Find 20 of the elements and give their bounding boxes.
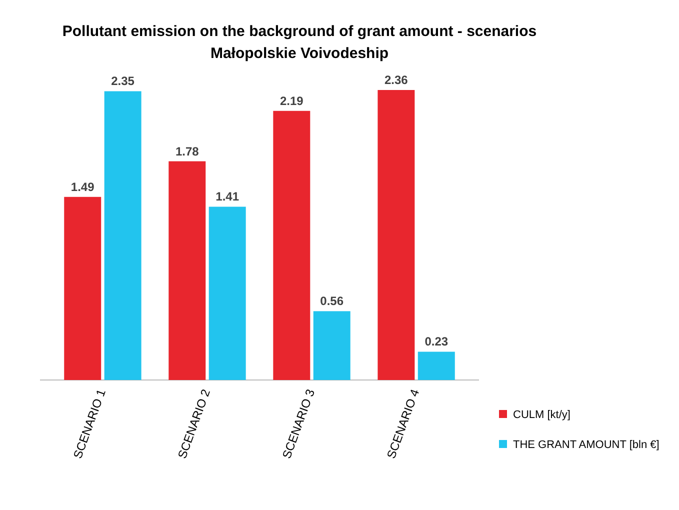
data-label: 1.41 [216,190,240,204]
data-label: 0.23 [424,334,448,349]
data-label: 1.78 [175,144,200,158]
data-label: 2.35 [111,74,135,88]
legend-label: CULM [kt/y] [513,408,570,421]
data-label: 1.49 [70,180,95,194]
bar [208,206,246,380]
bar [313,311,350,380]
bar [64,196,102,380]
bar [418,352,455,380]
bar [104,91,142,380]
data-label: 0.56 [320,294,344,308]
chart-subtitle: Małopolskie Voivodeship [210,45,389,62]
bar [273,110,310,380]
bar [378,90,415,380]
bar [168,161,206,380]
chart-title: Pollutant emission on the background of grant amount - scenarios [62,23,537,40]
legend-label: THE GRANT AMOUNT [bln €] [513,438,660,451]
data-label: 2.36 [384,73,408,87]
data-label: 2.19 [280,94,304,108]
